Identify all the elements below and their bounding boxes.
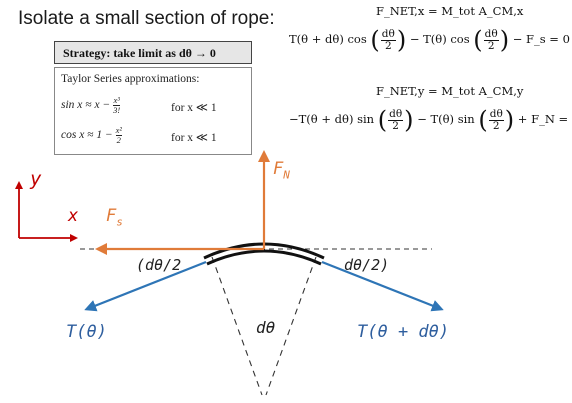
taylor-sin-fraction: x³ 3! (113, 95, 121, 115)
taylor-sin-lhs: sin x ≈ x − (61, 99, 111, 112)
eq-x-header: F_NET,x = M_tot A_CM,x (376, 4, 524, 18)
taylor-cos-row: cos x ≈ 1 − x² 2 for x ≪ 1 (61, 125, 217, 145)
normal-force-label: FN (273, 159, 290, 181)
eq-y-frac2: dθ 2 (488, 107, 504, 132)
axis-y-label: y (30, 168, 42, 190)
half-angle-left-label: (dθ/2 (136, 256, 182, 274)
eq-x-frac1-num: dθ (380, 27, 396, 41)
taylor-cos-lhs: cos x ≈ 1 − (61, 129, 113, 142)
normal-force-subscript: N (283, 168, 290, 182)
tension-right-arrow (321, 260, 444, 312)
eq-x-term1: T(θ + dθ) cos (289, 32, 367, 46)
axis-x-label: x (68, 206, 79, 226)
normal-force-symbol: F (273, 159, 284, 179)
eq-y-frac2-num: dθ (488, 107, 504, 121)
taylor-cos-num: x² (115, 125, 122, 136)
taylor-cos-condition: for x ≪ 1 (171, 132, 217, 144)
tension-right-label: T(θ + dθ) (357, 322, 450, 342)
eq-y-term2: − T(θ) sin (417, 112, 475, 126)
radial-line-left (211, 256, 263, 396)
taylor-sin-row: sin x ≈ x − x³ 3! for x ≪ 1 (61, 95, 217, 115)
eq-y-term1: −T(θ + dθ) sin (289, 112, 375, 126)
taylor-series-box: Taylor Series approximations: sin x ≈ x … (54, 67, 252, 155)
taylor-cos-den: 2 (116, 135, 121, 145)
taylor-sin-num: x³ (113, 95, 121, 106)
taylor-cos-fraction: x² 2 (115, 125, 122, 145)
taylor-sin-condition: for x ≪ 1 (171, 102, 217, 114)
friction-force-subscript: s (116, 215, 123, 229)
taylor-title: Taylor Series approximations: (61, 73, 200, 85)
eq-x-frac1: dθ 2 (380, 27, 396, 52)
page-heading: Isolate a small section of rope: (18, 8, 275, 29)
eq-y-header: F_NET,y = M_tot A_CM,y (376, 84, 524, 98)
eq-x-term2: − T(θ) cos (409, 32, 470, 46)
eq-x-frac2-num: dθ (483, 27, 499, 41)
friction-force-label: Fs (106, 206, 123, 228)
half-angle-right-label: dθ/2) (344, 256, 390, 274)
eq-x-frac2: dθ 2 (483, 27, 499, 52)
eq-y-frac2-den: 2 (492, 119, 500, 132)
taylor-sin-den: 3! (113, 105, 121, 115)
eq-y-frac1: dθ 2 (388, 107, 404, 132)
angle-label: dθ (256, 318, 276, 337)
eq-y-line: −T(θ + dθ) sin (dθ 2) − T(θ) sin (dθ 2) + … (289, 106, 572, 134)
eq-y-term3: + F_N = 0 (517, 112, 572, 126)
eq-x-frac1-den: 2 (384, 39, 392, 52)
eq-x-term3: − F_s = 0 (512, 32, 570, 46)
friction-force-symbol: F (106, 206, 117, 226)
eq-y-frac1-den: 2 (392, 119, 399, 132)
eq-x-line: T(θ + dθ) cos (dθ 2) − T(θ) cos (dθ 2) − F… (289, 26, 570, 54)
radial-line-right (265, 256, 317, 396)
tension-left-label: T(θ) (66, 322, 107, 342)
strategy-box: Strategy: take limit as dθ → 0 (54, 41, 252, 64)
rope-arc-inner (206, 249, 322, 266)
eq-y-frac1-num: dθ (388, 107, 404, 121)
eq-x-frac2-den: 2 (487, 39, 495, 52)
tension-left-arrow (84, 260, 207, 312)
